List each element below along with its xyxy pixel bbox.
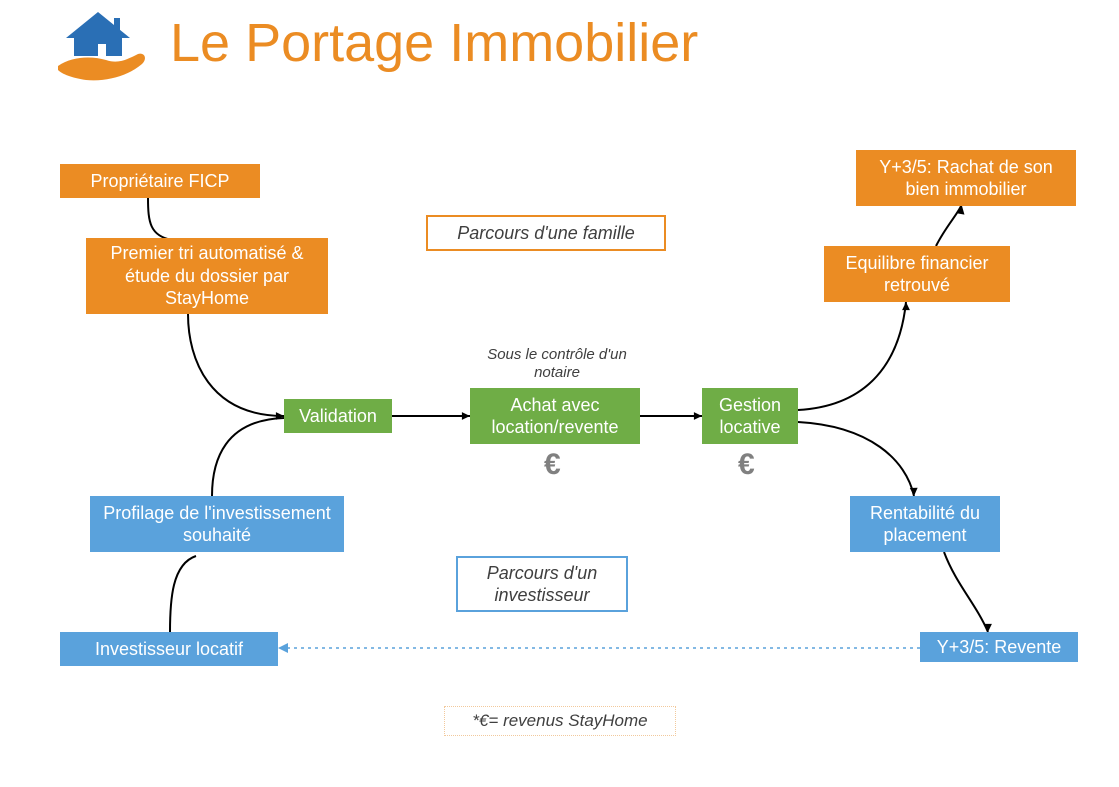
node-validation: Validation <box>284 399 392 433</box>
node-achat: Achat avec location/revente <box>470 388 640 444</box>
note-notaire: Sous le contrôle d'un notaire <box>482 346 632 382</box>
edge-e1 <box>148 198 172 240</box>
label-parcours-invest: Parcours d'un investisseur <box>456 556 628 612</box>
node-tri: Premier tri automatisé & étude du dossie… <box>86 238 328 314</box>
edge-e9 <box>798 422 914 496</box>
node-rentabilite: Rentabilité du placement <box>850 496 1000 552</box>
node-profilage: Profilage de l'investissement souhaité <box>90 496 344 552</box>
node-equilibre: Equilibre financier retrouvé <box>824 246 1010 302</box>
node-gestion: Gestion locative <box>702 388 798 444</box>
edge-e10 <box>944 552 988 632</box>
node-rachat: Y+3/5: Rachat de son bien immobilier <box>856 150 1076 206</box>
edge-e7 <box>798 302 906 410</box>
edge-e2 <box>188 314 284 416</box>
euro-euro1: € <box>544 448 561 482</box>
edge-e3 <box>170 556 196 632</box>
edge-e4 <box>212 418 284 496</box>
edge-e8 <box>936 204 962 246</box>
euro-euro2: € <box>738 448 755 482</box>
node-revente: Y+3/5: Revente <box>920 632 1078 662</box>
diagram-stage: { "canvas":{"w":1119,"h":787,"bg":"#ffff… <box>0 0 1119 787</box>
label-parcours-famille: Parcours d'une famille <box>426 215 666 251</box>
node-investisseur: Investisseur locatif <box>60 632 278 666</box>
node-ficp: Propriétaire FICP <box>60 164 260 198</box>
label-footnote: *€= revenus StayHome <box>444 706 676 736</box>
